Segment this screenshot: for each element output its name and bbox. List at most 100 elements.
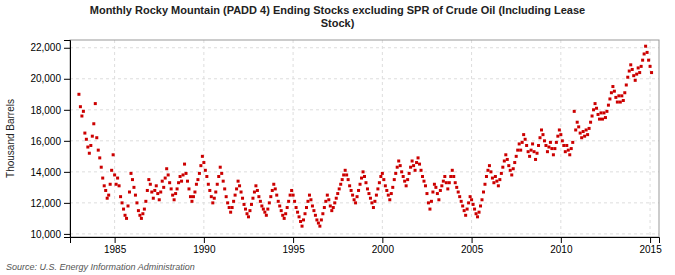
- point: [183, 163, 186, 166]
- point: [425, 192, 428, 195]
- point: [283, 217, 286, 220]
- point: [375, 194, 378, 197]
- point: [296, 211, 299, 214]
- point: [238, 184, 241, 187]
- point: [518, 142, 521, 145]
- point: [271, 189, 274, 192]
- point: [396, 166, 399, 169]
- point: [110, 169, 113, 172]
- point: [301, 225, 304, 228]
- point: [556, 135, 559, 138]
- grid-line: [70, 171, 659, 172]
- point: [225, 195, 228, 198]
- point: [543, 139, 546, 142]
- tick-label: 2005: [461, 244, 484, 255]
- point: [466, 208, 469, 211]
- point: [295, 206, 298, 209]
- point: [501, 166, 504, 169]
- point: [336, 192, 339, 195]
- point: [103, 184, 106, 187]
- point: [351, 194, 354, 197]
- point: [378, 181, 381, 184]
- axis-line: [71, 238, 660, 244]
- point: [473, 208, 476, 211]
- tick-mark: [64, 48, 70, 49]
- point: [359, 183, 362, 186]
- point: [415, 161, 418, 164]
- point: [82, 110, 85, 113]
- tick-label: 18,000: [30, 105, 61, 116]
- tick-label: 2000: [372, 244, 395, 255]
- point: [335, 197, 338, 200]
- tick-mark: [293, 237, 294, 243]
- point: [406, 178, 409, 181]
- tick-label: 14,000: [30, 167, 61, 178]
- point: [116, 177, 119, 180]
- point: [507, 164, 510, 167]
- point: [272, 183, 275, 186]
- point: [187, 187, 190, 190]
- point: [512, 167, 515, 170]
- point: [446, 187, 449, 190]
- point: [437, 198, 440, 201]
- point: [388, 198, 391, 201]
- point: [531, 142, 534, 145]
- grid-line: [70, 47, 659, 48]
- point: [253, 191, 256, 194]
- point: [189, 195, 192, 198]
- point: [217, 175, 220, 178]
- point: [100, 166, 103, 169]
- point: [134, 194, 137, 197]
- point: [464, 214, 467, 217]
- point: [185, 172, 188, 175]
- point: [143, 208, 146, 211]
- point: [156, 192, 159, 195]
- point: [210, 195, 213, 198]
- point: [421, 175, 424, 178]
- point: [570, 147, 573, 150]
- tick-mark: [64, 234, 70, 235]
- point: [350, 189, 353, 192]
- point: [332, 206, 335, 209]
- point: [277, 200, 280, 203]
- point: [262, 208, 265, 211]
- point: [129, 172, 132, 175]
- point: [342, 173, 345, 176]
- point: [559, 133, 562, 136]
- point: [153, 189, 156, 192]
- point: [287, 200, 290, 203]
- grid-line: [560, 40, 561, 237]
- tick-label: 2010: [550, 244, 573, 255]
- point: [158, 198, 161, 201]
- point: [299, 220, 302, 223]
- point: [384, 184, 387, 187]
- point: [594, 102, 597, 105]
- point: [631, 68, 634, 71]
- point: [454, 181, 457, 184]
- point: [436, 192, 439, 195]
- point: [571, 141, 574, 144]
- point: [409, 166, 412, 169]
- tick-label: 10,000: [30, 229, 61, 240]
- point: [315, 218, 318, 221]
- point: [144, 200, 147, 203]
- tick-mark: [64, 141, 70, 142]
- point: [478, 211, 481, 214]
- point: [308, 194, 311, 197]
- point: [292, 194, 295, 197]
- point: [381, 172, 384, 175]
- point: [94, 102, 97, 105]
- point: [341, 178, 344, 181]
- point: [524, 138, 527, 141]
- tick-mark: [64, 79, 70, 80]
- point: [647, 59, 650, 62]
- point: [498, 178, 501, 181]
- point: [152, 197, 155, 200]
- point: [497, 184, 500, 187]
- tick-label: 12,000: [30, 198, 61, 209]
- point: [467, 201, 470, 204]
- point: [470, 198, 473, 201]
- axis-line: [64, 41, 71, 238]
- point: [553, 147, 556, 150]
- point: [595, 107, 598, 110]
